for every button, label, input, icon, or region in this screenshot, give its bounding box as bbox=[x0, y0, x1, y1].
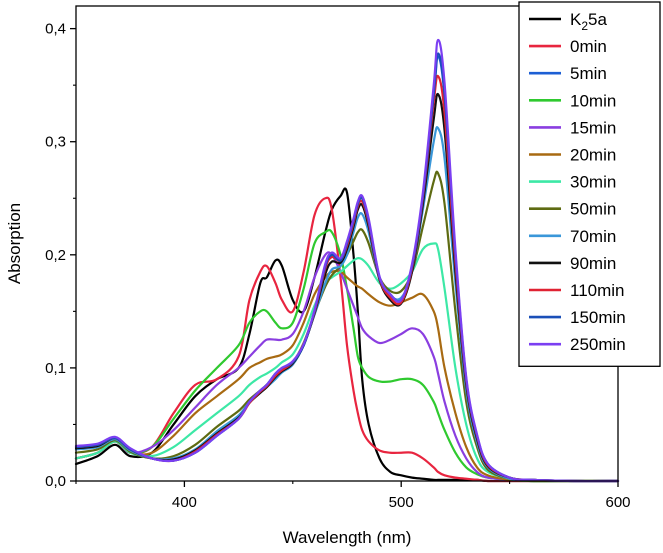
legend-label: 15min bbox=[570, 118, 616, 137]
y-axis-ticks: 0,0 0,1 0,2 0,3 0,4 bbox=[45, 21, 76, 490]
series-line-0min bbox=[74, 196, 620, 483]
series-line-15min bbox=[74, 251, 620, 483]
series-layer bbox=[74, 38, 620, 483]
legend-label: 70min bbox=[570, 227, 616, 246]
y-tick-label: 0,2 bbox=[45, 247, 66, 264]
series-line-20min bbox=[74, 269, 620, 483]
y-tick-label: 0,4 bbox=[45, 21, 66, 38]
y-tick-label: 0,0 bbox=[45, 473, 66, 490]
x-tick-label: 600 bbox=[605, 494, 630, 511]
legend-label: 250min bbox=[570, 335, 626, 354]
legend-box bbox=[518, 1, 661, 367]
legend-label: 50min bbox=[570, 200, 616, 219]
y-axis-title: Absorption bbox=[5, 203, 24, 284]
x-tick-label: 500 bbox=[389, 494, 414, 511]
legend-label: K25a bbox=[570, 10, 607, 33]
legend-label: 20min bbox=[570, 146, 616, 165]
legend-label: 110min bbox=[570, 281, 625, 300]
legend-label: 150min bbox=[570, 308, 626, 327]
legend: K25a 0min 5min 10min 15min 20min 30min 50min 70m… bbox=[518, 1, 661, 367]
series-line-250min bbox=[74, 38, 620, 483]
x-axis-ticks: 400 500 600 bbox=[75, 481, 631, 511]
y-tick-label: 0,3 bbox=[45, 134, 66, 151]
legend-label: 0min bbox=[570, 37, 607, 56]
legend-label: 5min bbox=[570, 64, 607, 83]
x-tick-label: 400 bbox=[172, 494, 197, 511]
series-line-30min bbox=[74, 242, 620, 483]
x-axis-title: Wavelength (nm) bbox=[283, 528, 412, 547]
y-tick-label: 0,1 bbox=[45, 360, 66, 377]
series-line-k bbox=[74, 187, 620, 483]
legend-label: 90min bbox=[570, 254, 616, 273]
legend-label: 30min bbox=[570, 173, 616, 192]
legend-label: 10min bbox=[570, 91, 616, 110]
